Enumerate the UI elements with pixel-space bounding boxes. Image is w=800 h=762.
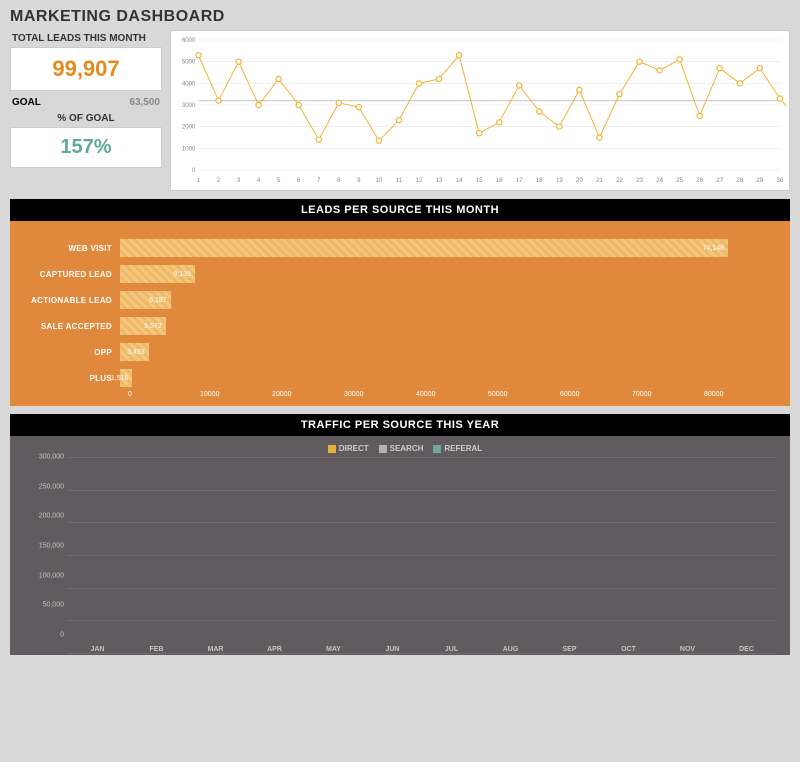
svg-text:2: 2 <box>217 178 221 184</box>
traffic-chart: DIRECTSEARCHREFERAL 050,000100,000150,00… <box>10 436 790 655</box>
svg-text:5000: 5000 <box>182 60 196 66</box>
svg-text:28: 28 <box>736 178 743 184</box>
top-row: TOTAL LEADS THIS MONTH 99,907 GOAL 63,50… <box>10 30 790 191</box>
hbar-category: OPP <box>24 348 120 357</box>
hbar-value: 3,493 <box>127 349 145 356</box>
svg-text:6000: 6000 <box>182 38 196 44</box>
leads-source-chart: WEB VISIT 74,148 CAPTURED LEAD 9,135 ACT… <box>10 221 790 406</box>
hbar-row: SALE ACCEPTED 5,572 <box>24 313 776 339</box>
legend-item: REFERAL <box>444 444 482 453</box>
month-label: JUN <box>363 646 422 653</box>
hbar-value: 6,187 <box>149 297 167 304</box>
month-label: DEC <box>717 646 776 653</box>
svg-text:6: 6 <box>297 178 301 184</box>
hbar-value: 9,135 <box>173 271 191 278</box>
svg-text:7: 7 <box>317 178 321 184</box>
month-label: SEP <box>540 646 599 653</box>
hbar-category: SALE ACCEPTED <box>24 322 120 331</box>
svg-text:1000: 1000 <box>182 146 196 152</box>
page-title: MARKETING DASHBOARD <box>10 8 790 26</box>
pct-value: 157% <box>10 127 162 168</box>
kpi-column: TOTAL LEADS THIS MONTH 99,907 GOAL 63,50… <box>10 30 162 191</box>
hbar-category: CAPTURED LEAD <box>24 270 120 279</box>
svg-text:1: 1 <box>197 178 201 184</box>
svg-text:11: 11 <box>396 178 403 184</box>
svg-text:5: 5 <box>277 178 281 184</box>
hbar-row: ACTIONABLE LEAD 6,187 <box>24 287 776 313</box>
svg-text:4: 4 <box>257 178 261 184</box>
svg-text:13: 13 <box>436 178 443 184</box>
month-label: APR <box>245 646 304 653</box>
svg-text:12: 12 <box>416 178 423 184</box>
month-label: FEB <box>127 646 186 653</box>
month-label: JUL <box>422 646 481 653</box>
svg-text:16: 16 <box>496 178 503 184</box>
legend-item: SEARCH <box>390 444 424 453</box>
month-label: MAY <box>304 646 363 653</box>
svg-text:21: 21 <box>596 178 603 184</box>
month-label: NOV <box>658 646 717 653</box>
traffic-header: TRAFFIC PER SOURCE THIS YEAR <box>10 414 790 436</box>
svg-text:23: 23 <box>636 178 643 184</box>
svg-text:27: 27 <box>716 178 723 184</box>
leads-source-header: LEADS PER SOURCE THIS MONTH <box>10 199 790 221</box>
svg-text:17: 17 <box>516 178 523 184</box>
svg-text:20: 20 <box>576 178 583 184</box>
svg-text:26: 26 <box>696 178 703 184</box>
hbar-category: WEB VISIT <box>24 244 120 253</box>
hbar-row: PLUS 1,516 <box>24 365 776 391</box>
svg-text:29: 29 <box>756 178 763 184</box>
hbar-value: 74,148 <box>703 245 724 252</box>
legend-item: DIRECT <box>339 444 369 453</box>
svg-text:10: 10 <box>376 178 383 184</box>
month-label: MAR <box>186 646 245 653</box>
daily-leads-chart: 0100020003000400050006000123456789101112… <box>170 30 790 191</box>
svg-text:30: 30 <box>776 178 783 184</box>
svg-text:18: 18 <box>536 178 543 184</box>
svg-text:19: 19 <box>556 178 563 184</box>
traffic-legend: DIRECT SEARCH REFERAL <box>24 444 776 457</box>
hbar-category: PLUS <box>24 374 120 383</box>
hbar-category: ACTIONABLE LEAD <box>24 296 120 305</box>
svg-text:15: 15 <box>476 178 483 184</box>
hbar-row: CAPTURED LEAD 9,135 <box>24 261 776 287</box>
svg-text:24: 24 <box>656 178 663 184</box>
svg-text:3: 3 <box>237 178 241 184</box>
hbar-value: 1,516 <box>111 375 129 382</box>
svg-text:2000: 2000 <box>182 125 196 131</box>
pct-label: % OF GOAL <box>10 110 162 127</box>
hbar-value: 5,572 <box>144 323 162 330</box>
leads-label: TOTAL LEADS THIS MONTH <box>10 30 162 47</box>
month-label: AUG <box>481 646 540 653</box>
hbar-axis: 0100002000030000400005000060000700008000… <box>128 391 776 398</box>
svg-text:25: 25 <box>676 178 683 184</box>
goal-value: 63,500 <box>129 97 160 108</box>
svg-text:0: 0 <box>192 168 196 174</box>
month-label: OCT <box>599 646 658 653</box>
svg-text:4000: 4000 <box>182 81 196 87</box>
leads-value: 99,907 <box>10 47 162 91</box>
svg-text:14: 14 <box>456 178 463 184</box>
hbar-row: OPP 3,493 <box>24 339 776 365</box>
goal-label: GOAL <box>12 97 41 108</box>
month-label: JAN <box>68 646 127 653</box>
svg-text:8: 8 <box>337 178 341 184</box>
svg-text:3000: 3000 <box>182 103 196 109</box>
svg-text:9: 9 <box>357 178 361 184</box>
svg-text:22: 22 <box>616 178 623 184</box>
hbar-row: WEB VISIT 74,148 <box>24 235 776 261</box>
